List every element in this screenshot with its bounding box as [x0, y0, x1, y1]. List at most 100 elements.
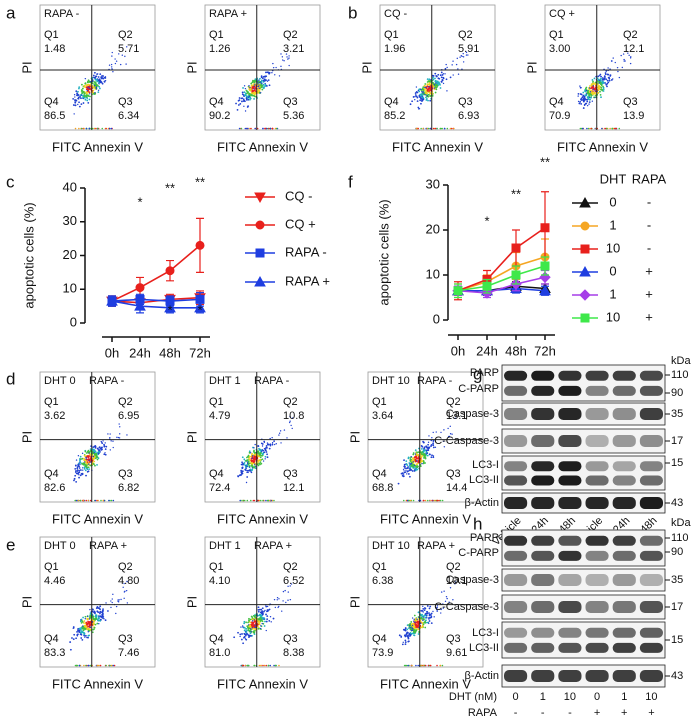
- event-dot: [439, 127, 442, 130]
- significance-mark: **: [165, 180, 175, 195]
- event-dot: [265, 613, 267, 616]
- event-dot: [79, 460, 81, 463]
- event-dot: [79, 628, 82, 630]
- event-dot: [263, 625, 266, 627]
- event-dot: [258, 664, 261, 667]
- event-dot: [86, 97, 89, 100]
- event-dot: [254, 626, 256, 629]
- blot-band: [639, 642, 663, 653]
- quadrant-name: Q1: [209, 29, 224, 41]
- event-dot: [410, 623, 413, 625]
- x-axis-label: FITC Annexin V: [380, 676, 471, 691]
- event-dot: [243, 629, 246, 632]
- event-dot: [604, 127, 606, 130]
- series-line: [458, 287, 546, 292]
- event-dot: [398, 634, 401, 637]
- event-dot: [248, 88, 251, 91]
- event-dot: [103, 499, 106, 502]
- blot-band: [504, 435, 528, 447]
- quadrant-name: Q4: [372, 468, 387, 480]
- event-dot: [610, 60, 613, 62]
- event-dot: [404, 628, 406, 631]
- western-blot: hPARPC-PARPCaspase-3C-Caspase-3LC3-ILC3-…: [434, 514, 691, 718]
- event-dot: [99, 447, 102, 450]
- event-dot: [272, 66, 275, 69]
- event-dot: [449, 587, 452, 589]
- event-dot: [78, 629, 81, 632]
- event-dot: [93, 620, 96, 623]
- event-dot: [86, 468, 89, 471]
- significance-mark: **: [540, 154, 550, 169]
- event-dot: [266, 456, 269, 459]
- event-dot: [85, 625, 88, 628]
- event-dot: [250, 630, 252, 633]
- quadrant-name: Q1: [549, 29, 564, 41]
- condition-name: RAPA: [468, 707, 498, 719]
- event-dot: [426, 621, 428, 624]
- event-dot: [410, 632, 413, 635]
- event-dot: [420, 622, 422, 625]
- event-dot: [406, 473, 408, 475]
- event-dot: [73, 627, 75, 629]
- event-dot: [86, 618, 89, 621]
- size-marker: 43: [671, 497, 683, 509]
- event-dot: [440, 591, 443, 593]
- event-dot: [431, 95, 434, 97]
- event-dot: [425, 96, 427, 99]
- y-tick-label: 20: [63, 247, 77, 262]
- event-dot: [436, 82, 439, 85]
- event-dot: [607, 67, 609, 69]
- event-dot: [429, 89, 431, 92]
- blot-band: [639, 574, 663, 586]
- event-dot: [416, 628, 419, 630]
- event-dot: [98, 83, 100, 85]
- event-dot: [254, 463, 256, 465]
- event-dot: [83, 664, 85, 667]
- event-dot: [577, 100, 580, 103]
- flow-plot: DHT 0 RAPA -Q13.62Q26.95Q482.6Q36.82FITC …: [19, 371, 156, 526]
- event-dot: [74, 471, 77, 473]
- quadrant-value: 5.71: [118, 43, 139, 55]
- event-dot: [442, 607, 444, 609]
- quadrant-name: Q4: [44, 633, 59, 645]
- event-dot: [240, 463, 243, 466]
- event-dot: [248, 85, 250, 87]
- event-dot: [94, 499, 97, 502]
- event-dot: [249, 621, 252, 624]
- event-dot: [451, 433, 453, 435]
- event-dot: [405, 632, 408, 635]
- blot-band: [639, 627, 663, 638]
- event-dot: [290, 583, 293, 585]
- blot-band: [558, 550, 582, 561]
- event-dot: [269, 437, 271, 440]
- event-dot: [250, 624, 253, 627]
- event-dot: [247, 98, 250, 101]
- event-dot: [403, 471, 406, 474]
- event-dot: [461, 55, 463, 58]
- quadrant-value: 81.0: [209, 647, 230, 659]
- event-dot: [594, 83, 597, 86]
- event-dot: [421, 609, 424, 612]
- event-dot: [412, 452, 415, 454]
- event-dot: [283, 429, 286, 431]
- event-dot: [78, 628, 81, 630]
- event-dot: [108, 127, 111, 130]
- event-dot: [258, 85, 260, 87]
- event-dot: [594, 87, 597, 89]
- event-dot: [259, 448, 262, 451]
- quadrant-name: Q3: [458, 96, 473, 108]
- blot-band: [504, 370, 528, 381]
- event-dot: [74, 470, 77, 472]
- event-dot: [616, 66, 619, 69]
- event-dot: [440, 81, 443, 83]
- event-dot: [249, 98, 251, 101]
- event-dot: [429, 605, 432, 608]
- event-dot: [445, 63, 447, 66]
- event-dot: [258, 499, 261, 502]
- event-dot: [252, 86, 255, 89]
- event-dot: [248, 462, 251, 465]
- event-dot: [610, 79, 613, 81]
- event-dot: [262, 75, 265, 78]
- legend-label: 10: [606, 309, 620, 324]
- flow-plot: DHT 0 RAPA +Q14.46Q24.80Q483.3Q37.46FITC …: [19, 536, 156, 691]
